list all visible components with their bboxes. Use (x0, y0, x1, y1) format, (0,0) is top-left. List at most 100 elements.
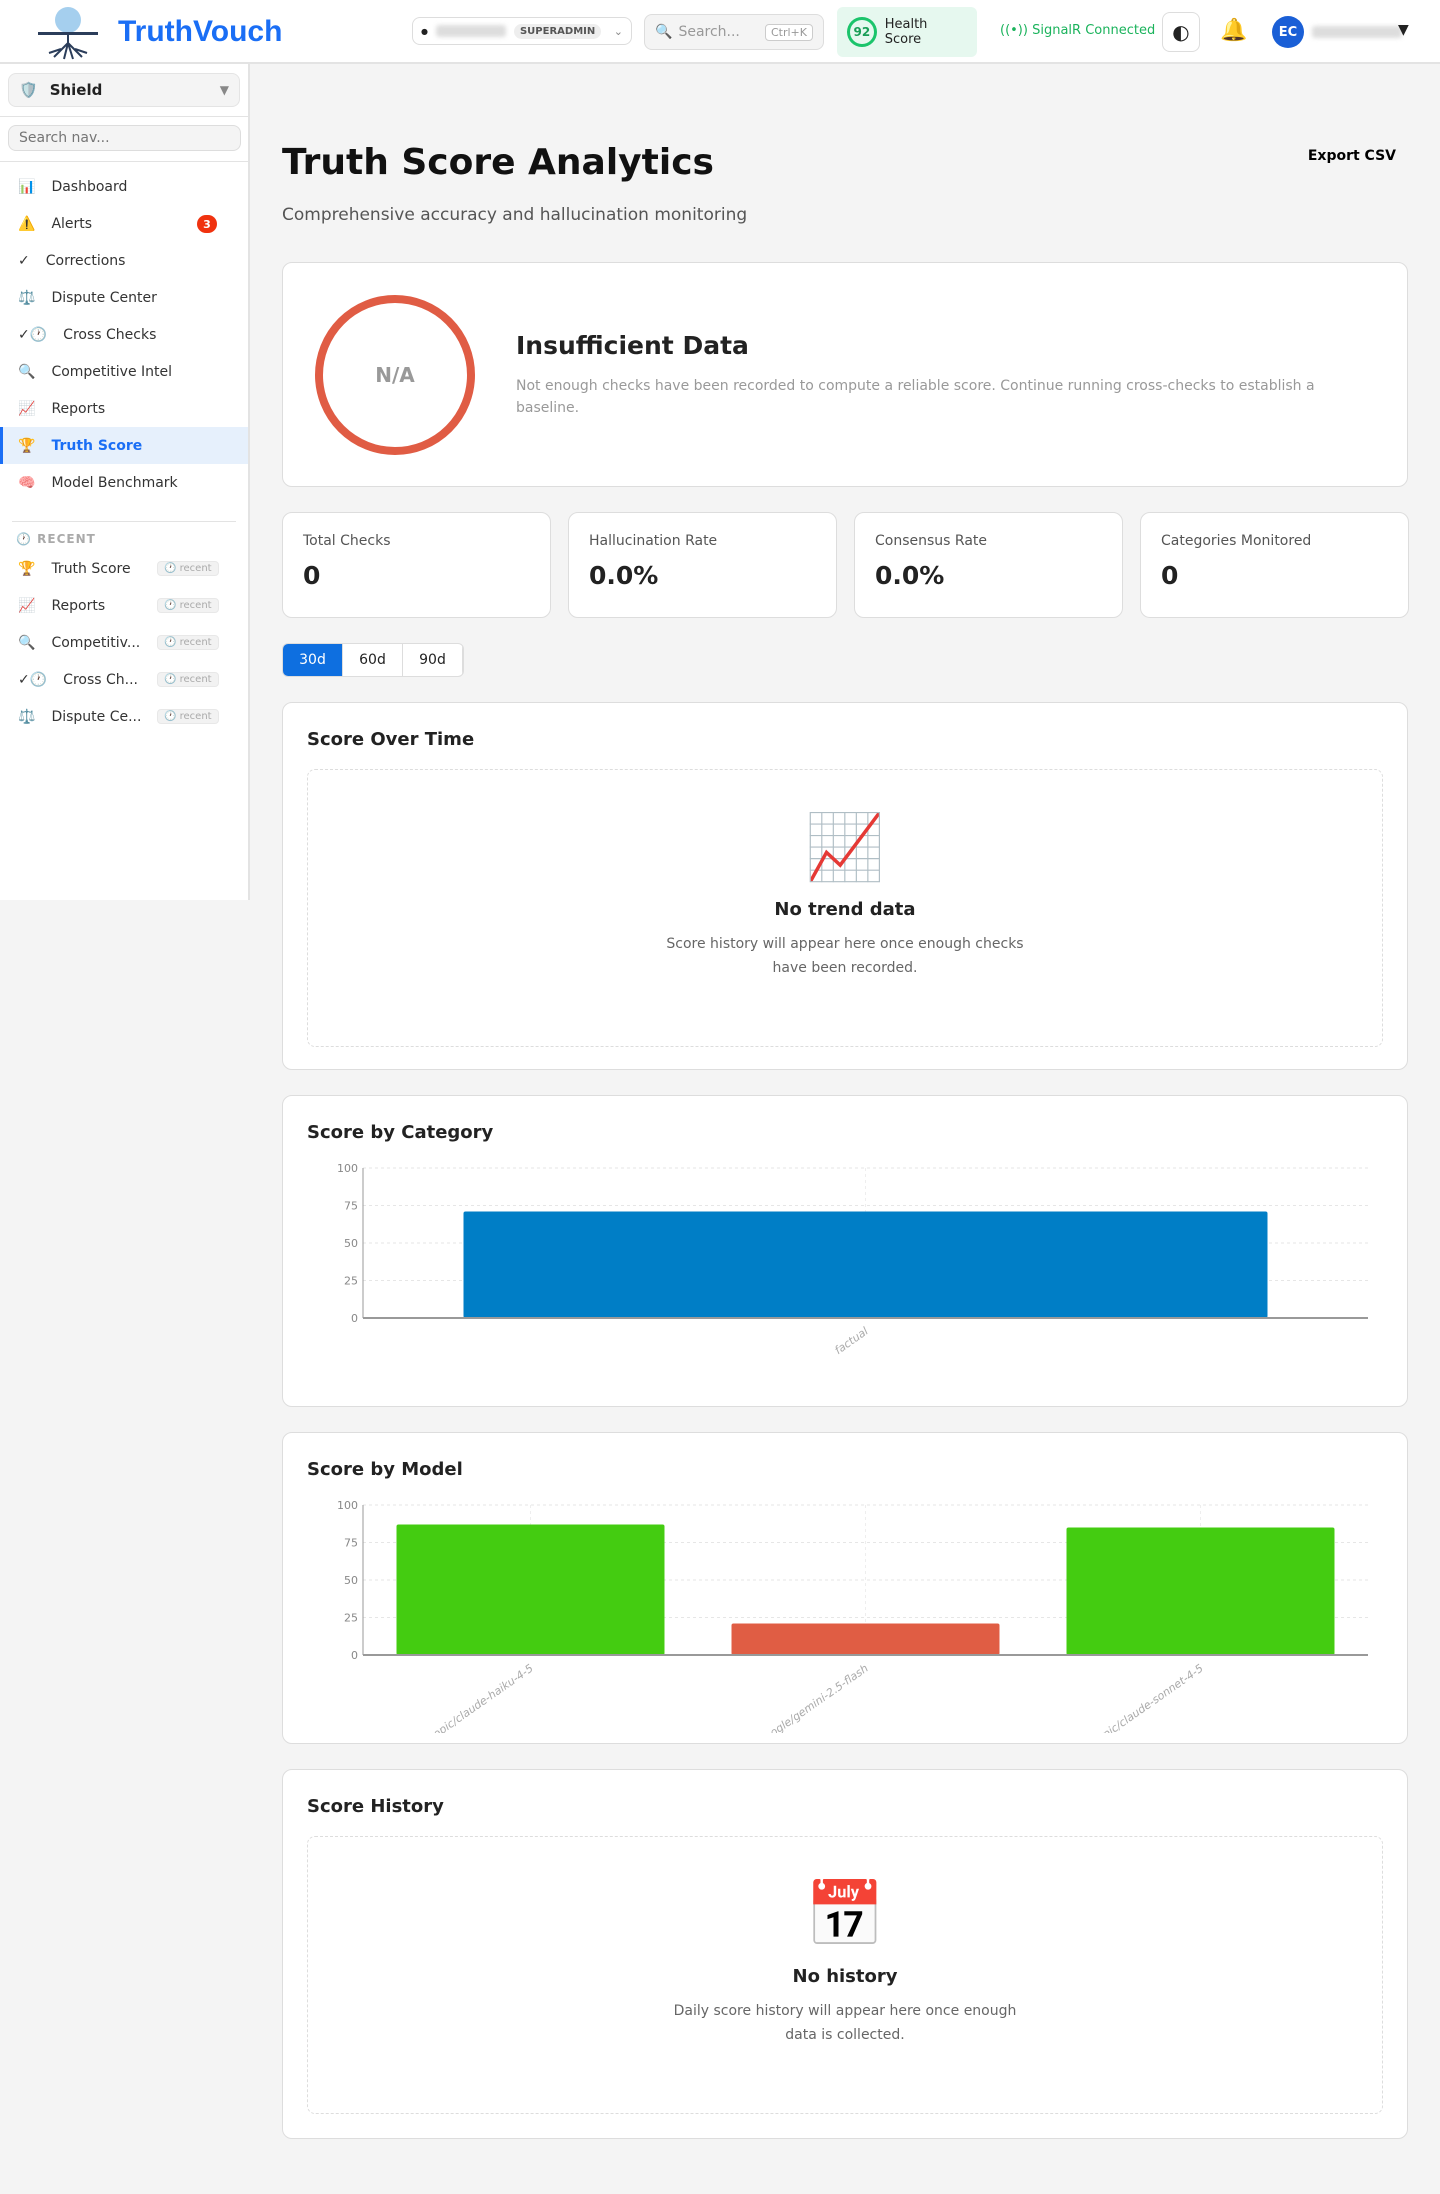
chevron-down-icon: ⌄ (613, 24, 623, 38)
recent-item[interactable]: 📈 Reports 🕐 recent (0, 587, 248, 624)
sidebar: 🛡️ Shield ▼ 📊 Dashboard ⚠️ Alerts 3 ✓ Correction… (0, 64, 250, 900)
contrast-icon: ◐ (1172, 20, 1190, 44)
bar-google/gemini-2.5-flash (731, 1623, 1000, 1655)
recent-item[interactable]: ⚖️ Dispute Ce... 🕐 recent (0, 698, 248, 735)
y-tick-label: 100 (337, 1499, 358, 1512)
y-tick-label: 75 (344, 1537, 358, 1550)
nav-icon: ⚠️ (18, 215, 36, 232)
recent-tag-text: recent (179, 637, 212, 648)
sidebar-item[interactable]: 📈 Reports (0, 390, 248, 427)
stat-value: 0 (303, 561, 321, 590)
empty-title: No trend data (774, 899, 916, 920)
global-search[interactable]: 🔍 Search... Ctrl+K (644, 14, 824, 50)
brand-name: TruthVouch (118, 15, 283, 48)
card-title: Score by Model (307, 1459, 463, 1480)
broadcast-icon: ((•)) (1000, 23, 1033, 38)
user-name-blurred (1312, 26, 1402, 38)
y-tick-label: 50 (344, 1237, 358, 1250)
nav-icon: 🏆 (18, 560, 36, 577)
sidebar-item[interactable]: ⚠️ Alerts 3 (0, 205, 248, 242)
connection-status: ((•)) SignalR Connected (1000, 23, 1155, 38)
stat-value: 0 (1161, 561, 1179, 590)
logo[interactable]: TruthVouch (28, 4, 282, 60)
notifications-bell-icon[interactable]: 🔔 (1220, 18, 1248, 43)
stat-label: Hallucination Rate (589, 533, 718, 549)
y-tick-label: 25 (344, 1612, 358, 1625)
recent-item-label: Truth Score (51, 560, 131, 577)
range-button-60d[interactable]: 60d (343, 644, 403, 676)
product-switcher[interactable]: 🛡️ Shield ▼ (8, 73, 240, 107)
shortcut-hint: Ctrl+K (764, 23, 813, 41)
theme-toggle-button[interactable]: ◐ (1162, 12, 1200, 52)
nav-icon: ✓ (18, 252, 30, 269)
model-bar-chart: 0 25 50 75 100 anthropic/claude-haiku-4-5 goog… (337, 1499, 1368, 1733)
tree-logo-icon (38, 7, 98, 60)
recent-item[interactable]: ✓🕐 Cross Ch... 🕐 recent (0, 661, 248, 698)
health-score-label: Health Score (884, 17, 928, 47)
range-button-30d[interactable]: 30d (283, 644, 343, 676)
y-tick-label: 0 (351, 1649, 358, 1662)
score-value: N/A (375, 363, 415, 387)
y-tick-label: 75 (344, 1200, 358, 1213)
user-menu-caret-icon[interactable]: ▼ (1398, 22, 1409, 38)
card-title: Score Over Time (307, 729, 475, 750)
score-history-card: Score History 📅 No history Daily score h… (282, 1769, 1408, 2139)
stat-label: Total Checks (303, 533, 391, 549)
truth-score-card: N/A Insufficient Data Not enough checks … (282, 262, 1408, 487)
page-title: Truth Score Analytics (282, 142, 714, 183)
nav-icon: ✓🕐 (18, 326, 48, 343)
sidebar-item-label: Model Benchmark (51, 474, 178, 491)
sidebar-item[interactable]: ✓ Corrections (0, 242, 248, 279)
score-description: Not enough checks have been recorded to … (516, 378, 1315, 416)
recent-tag: 🕐 recent (157, 672, 219, 687)
nav-icon: ✓🕐 (18, 671, 48, 688)
recent-tag-text: recent (179, 674, 212, 685)
sidebar-item[interactable]: 📊 Dashboard (0, 168, 248, 205)
sidebar-item-label: Dashboard (51, 178, 128, 195)
card-title: Score by Category (307, 1122, 494, 1143)
nav-search-input[interactable] (8, 125, 241, 151)
nav-icon: 🧠 (18, 474, 36, 491)
empty-state: 📈 No trend data Score history will appea… (307, 769, 1383, 1047)
tenant-selector[interactable]: ● SUPERADMIN ⌄ (412, 17, 632, 45)
recent-item[interactable]: 🔍 Competitiv... 🕐 recent (0, 624, 248, 661)
recent-tag-text: recent (179, 600, 212, 611)
range-button-90d[interactable]: 90d (403, 644, 463, 676)
health-score-value: 92 (847, 17, 877, 47)
sidebar-item[interactable]: 🏆 Truth Score (0, 427, 248, 464)
stat-card: Hallucination Rate 0.0% (568, 512, 837, 618)
card-title: Score History (307, 1796, 444, 1817)
page-subtitle: Comprehensive accuracy and hallucination… (282, 205, 748, 225)
x-tick-label: anthropic/claude-haiku-4-5 (406, 1662, 535, 1733)
export-csv-button[interactable]: Export CSV (1307, 148, 1396, 164)
stat-card: Categories Monitored 0 (1140, 512, 1409, 618)
y-tick-label: 0 (351, 1312, 358, 1325)
x-tick-label: google/gemini-2.5-flash (756, 1662, 870, 1733)
role-badge: SUPERADMIN (513, 23, 602, 39)
recent-tag: 🕐 recent (157, 561, 219, 576)
recent-label: RECENT (37, 532, 96, 546)
nav-icon: 🔍 (18, 634, 36, 651)
recent-tag-text: recent (179, 563, 212, 574)
sidebar-item[interactable]: ✓🕐 Cross Checks (0, 316, 248, 353)
alert-count-badge: 3 (197, 215, 217, 233)
sidebar-item-label: Dispute Center (51, 289, 157, 306)
sidebar-item-label: Cross Checks (63, 326, 157, 343)
nav-icon: ⚖️ (18, 708, 36, 725)
y-tick-label: 25 (344, 1275, 358, 1288)
search-icon: 🔍 (655, 24, 673, 40)
sidebar-item[interactable]: 🔍 Competitive Intel (0, 353, 248, 390)
empty-title: No history (792, 1966, 898, 1987)
nav-icon: 📊 (18, 178, 36, 195)
stat-card: Consensus Rate 0.0% (854, 512, 1123, 618)
category-bar-chart: 0 25 50 75 100 factual (337, 1162, 1368, 1357)
recent-item[interactable]: 🏆 Truth Score 🕐 recent (0, 550, 248, 587)
stat-label: Categories Monitored (1161, 533, 1312, 549)
sidebar-item[interactable]: 🧠 Model Benchmark (0, 464, 248, 501)
avatar[interactable]: EC (1272, 16, 1304, 48)
nav-icon: 📈 (18, 597, 36, 614)
recent-heading: 🕐 RECENT (12, 521, 236, 550)
health-score-widget[interactable]: 92 Health Score (837, 7, 977, 57)
y-tick-label: 100 (337, 1162, 358, 1175)
sidebar-item[interactable]: ⚖️ Dispute Center (0, 279, 248, 316)
